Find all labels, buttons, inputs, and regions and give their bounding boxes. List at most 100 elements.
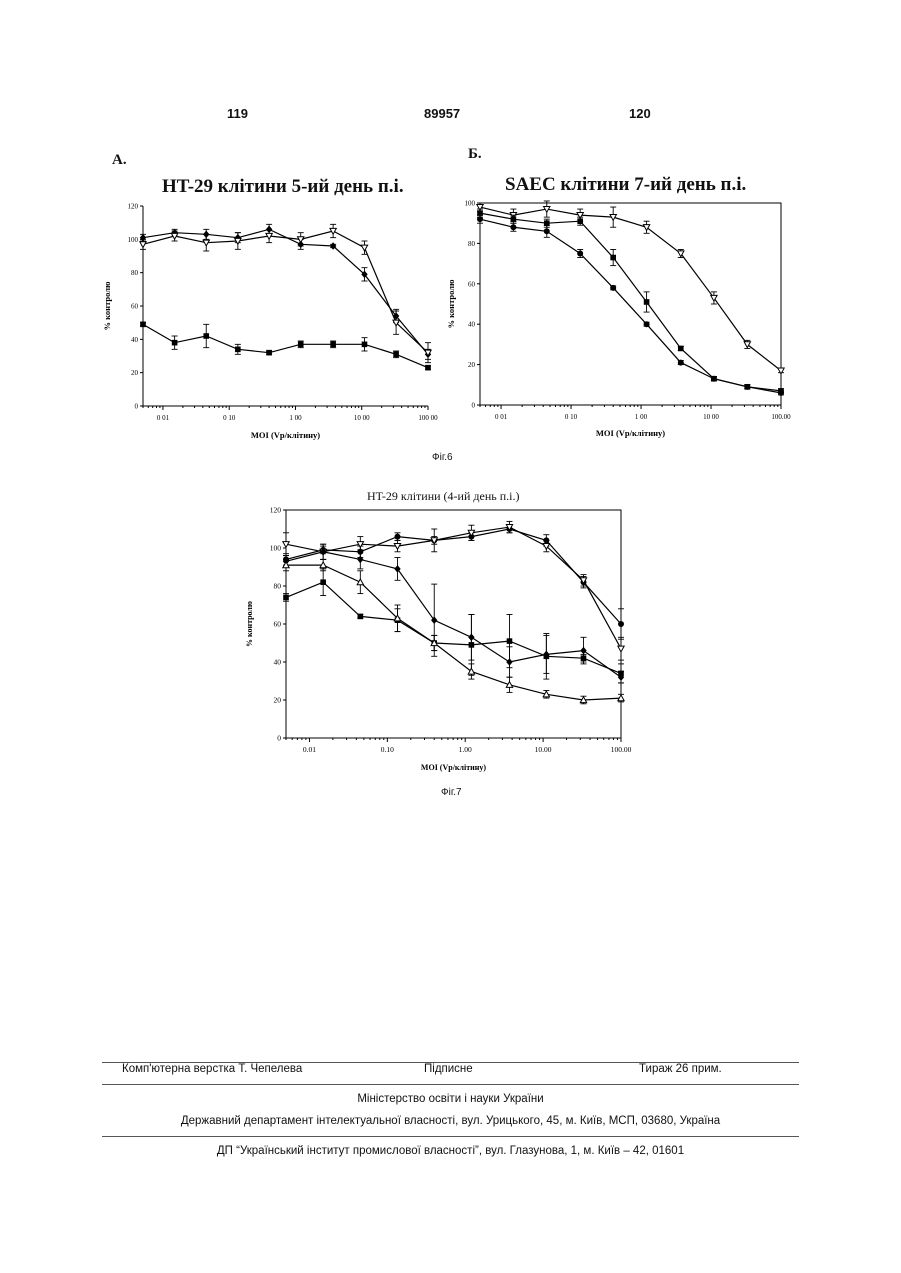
y-tick-label: 60 [468, 280, 476, 288]
footer-typesetter: Комп'ютерна верстка Т. Чепелева [122, 1063, 302, 1075]
y-axis-label: % контролю [245, 601, 254, 647]
footer-ministry: Міністерство освіти і науки України [0, 1093, 901, 1105]
series-3-point [778, 390, 784, 396]
series-4-point [618, 671, 624, 677]
series-2-line [480, 213, 781, 391]
x-tick-label: 0 01 [157, 414, 170, 422]
series-4-point [358, 614, 364, 620]
series-3-point [393, 352, 399, 358]
series-2-point [140, 242, 146, 248]
x-tick-label: 100.00 [771, 413, 791, 421]
chart-title-b: SAEC клітини 7-ий день п.і. [505, 174, 746, 196]
y-tick-label: 80 [274, 582, 282, 591]
x-tick-label: 0 10 [223, 414, 236, 422]
series-2-point [644, 299, 650, 305]
series-5-point [357, 579, 363, 585]
series-3-point [362, 342, 368, 348]
series-3-line [143, 324, 428, 367]
series-3-point [580, 647, 586, 655]
patent-number: 89957 [424, 106, 460, 121]
series-3-point [172, 340, 178, 346]
page-number-left: 119 [227, 106, 248, 121]
y-tick-label: 80 [131, 269, 139, 277]
series-3-point [544, 228, 550, 234]
footer-print-run: Тираж 26 прим. [639, 1063, 722, 1075]
x-axis-label: MOI (Vp/клітину) [421, 763, 486, 772]
plot-frame [286, 510, 621, 738]
series-4-point [507, 638, 513, 644]
x-axis-label: MOI (Vp/клітину) [596, 428, 665, 438]
series-1-line [143, 229, 428, 354]
series-3-point [678, 360, 684, 366]
series-1-line [480, 207, 781, 371]
series-3-line [480, 219, 781, 393]
series-2-point [577, 218, 583, 224]
x-tick-label: 1 00 [289, 414, 302, 422]
x-tick-label: 10 00 [354, 414, 370, 422]
footer-department: Державний департамент інтелектуальної вл… [0, 1115, 901, 1127]
series-2-line [286, 527, 621, 649]
series-3-point [330, 342, 336, 348]
series-3-point [744, 384, 750, 390]
plot-frame [480, 203, 781, 405]
chart-saec-day7: 0 20 40 60 80 100 0 01 0 10 1 00 10 00 100.00 MOI (… [438, 195, 798, 445]
series-1-point [618, 621, 624, 627]
figure-caption-6: Фіг.6 [432, 452, 453, 463]
y-tick-label: 60 [131, 303, 139, 311]
panel-label-b: Б. [468, 146, 482, 163]
series-3-point [425, 365, 431, 371]
series-4-point [469, 642, 475, 648]
series-3-point [235, 347, 241, 353]
series-4-point [320, 579, 326, 585]
series-3-point [266, 350, 272, 356]
x-tick-label: 1 00 [635, 413, 648, 421]
y-tick-label: 20 [468, 361, 476, 369]
series-4-point [283, 595, 289, 601]
footer-subscription: Підписне [424, 1063, 473, 1075]
x-tick-label: 0 10 [565, 413, 578, 421]
series-3-point [711, 376, 717, 382]
y-tick-label: 20 [274, 696, 282, 705]
series-4-point [581, 655, 587, 661]
x-tick-label: 1.00 [459, 745, 472, 754]
series-3-point [203, 333, 209, 339]
chart-ht29-day5: 0204060801001200 010 101 0010 00100 00MO… [90, 195, 450, 445]
chart-ht29-day4: 0204060801001200.010.101.0010.00100.00MO… [240, 500, 650, 780]
series-4-line [286, 582, 621, 673]
y-tick-label: 60 [274, 620, 282, 629]
y-tick-label: 80 [468, 240, 476, 248]
x-axis-label: MOI (Vp/клітину) [251, 430, 320, 440]
y-tick-label: 0 [472, 402, 476, 410]
x-tick-label: 0 01 [495, 413, 508, 421]
series-2-point [511, 216, 517, 222]
series-2-point [618, 646, 624, 652]
footer-rule-bottom [102, 1136, 799, 1137]
y-tick-label: 100 [270, 544, 282, 553]
series-3-point [298, 342, 304, 348]
series-3-point [510, 224, 516, 230]
series-4-point [544, 654, 550, 660]
figure-caption-7: Фіг.7 [441, 787, 462, 798]
series-5-line [286, 565, 621, 700]
y-tick-label: 0 [277, 734, 281, 743]
x-tick-label: 0.10 [381, 745, 394, 754]
series-2-point [361, 245, 367, 251]
x-tick-label: 0.01 [303, 745, 316, 754]
x-tick-label: 100 00 [418, 414, 438, 422]
y-tick-label: 100 [465, 200, 476, 208]
series-3-point [577, 251, 583, 257]
series-3-point [477, 216, 483, 222]
x-tick-label: 10.00 [535, 745, 552, 754]
y-tick-label: 120 [270, 506, 282, 515]
series-1-point [394, 534, 400, 540]
series-3-point [610, 285, 616, 291]
footer-institute: ДП “Український інститут промислової вла… [0, 1145, 901, 1157]
y-tick-label: 40 [468, 321, 476, 329]
y-axis-label: % контролю [446, 279, 456, 328]
footer-rule-middle [102, 1084, 799, 1085]
x-tick-label: 100.00 [611, 745, 632, 754]
x-tick-label: 10 00 [703, 413, 719, 421]
y-tick-label: 120 [128, 203, 139, 211]
series-3-point [140, 322, 146, 328]
series-1-line [286, 529, 621, 624]
